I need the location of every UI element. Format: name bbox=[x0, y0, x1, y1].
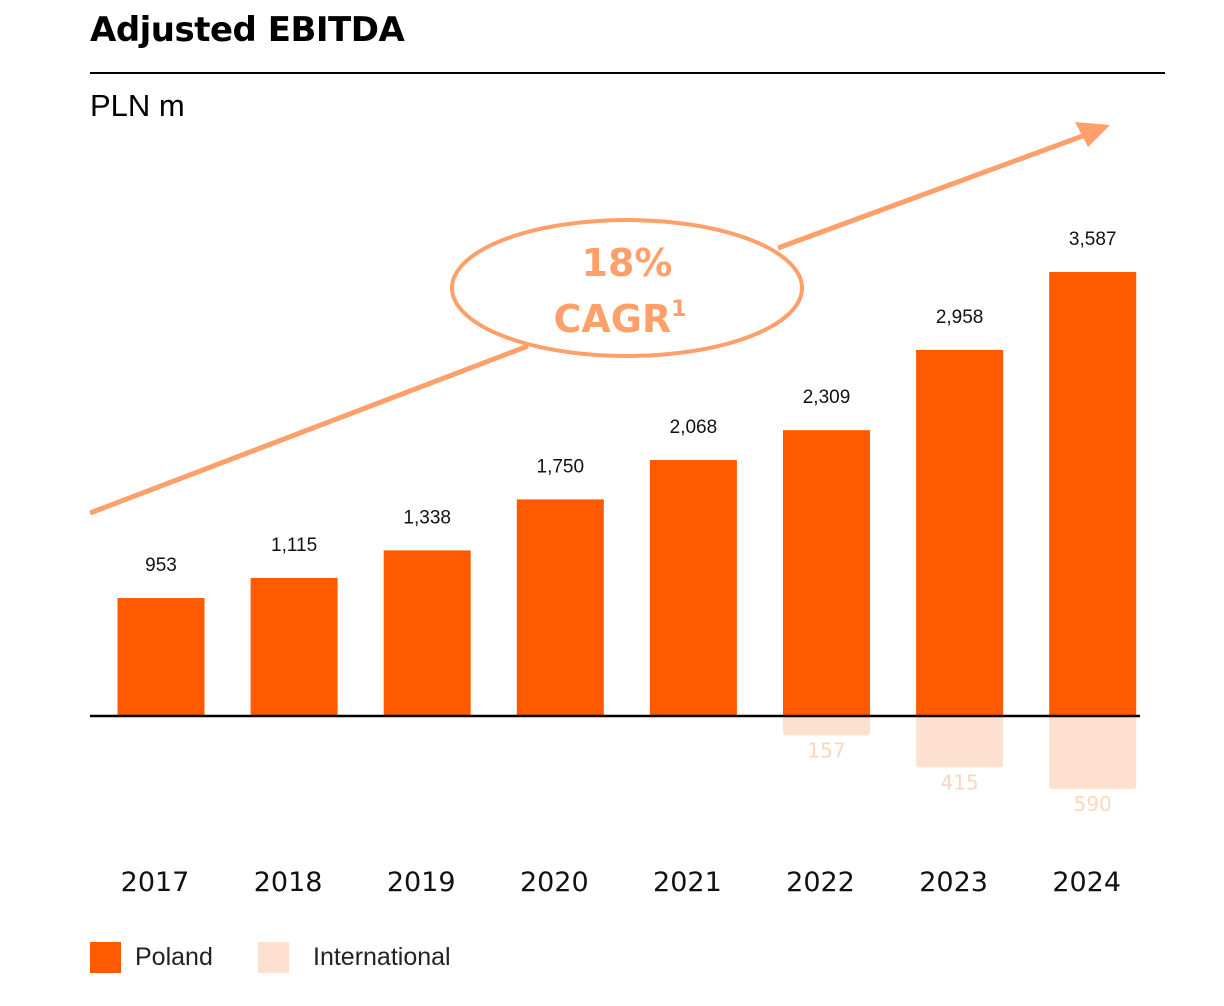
x-tick-label: 2017 bbox=[121, 867, 190, 898]
bar-poland bbox=[783, 430, 870, 716]
bar-poland bbox=[1049, 272, 1137, 716]
bar-poland bbox=[250, 577, 338, 716]
data-label-international: 415 bbox=[941, 770, 979, 794]
x-tick-label: 2022 bbox=[786, 867, 855, 898]
cagr-label: CAGR bbox=[553, 297, 671, 341]
x-tick-label: 2019 bbox=[387, 867, 456, 898]
data-label-poland: 2,309 bbox=[803, 387, 851, 408]
data-label-poland: 953 bbox=[145, 555, 177, 576]
bar-international bbox=[783, 716, 870, 736]
data-label-poland: 1,115 bbox=[271, 535, 317, 556]
legend-label: International bbox=[313, 943, 451, 971]
cagr-arrow bbox=[89, 122, 1110, 516]
bar-international bbox=[1049, 716, 1137, 790]
bar-poland bbox=[516, 499, 604, 716]
bar-poland bbox=[649, 460, 737, 716]
unit-label: PLN m bbox=[90, 88, 185, 123]
chart-title: Adjusted EBITDA bbox=[90, 10, 405, 50]
legend-label: Poland bbox=[135, 943, 213, 971]
bar-international bbox=[916, 716, 1004, 768]
bar-poland bbox=[383, 550, 471, 716]
cagr-footnote: 1 bbox=[671, 297, 686, 322]
x-tick-label: 2023 bbox=[919, 867, 988, 898]
legend-swatch-international bbox=[258, 942, 289, 973]
x-tick-label: 2020 bbox=[520, 867, 589, 898]
cagr-value: 18% bbox=[582, 241, 673, 285]
legend-swatch-poland bbox=[90, 942, 121, 973]
data-label-international: 590 bbox=[1074, 792, 1112, 816]
x-tick-label: 2024 bbox=[1052, 867, 1121, 898]
x-tick-label: 2018 bbox=[254, 867, 323, 898]
legend-item-international: International bbox=[258, 942, 451, 973]
bar-poland bbox=[117, 598, 205, 716]
data-label-poland: 1,750 bbox=[537, 456, 585, 477]
title-divider bbox=[90, 72, 1165, 74]
cagr-ellipse bbox=[450, 218, 804, 358]
x-tick-label: 2021 bbox=[653, 867, 722, 898]
bar-poland bbox=[916, 349, 1004, 716]
data-label-international: 157 bbox=[807, 738, 845, 762]
data-label-poland: 1,338 bbox=[403, 507, 451, 528]
legend-item-poland: Poland bbox=[90, 942, 213, 973]
data-label-poland: 2,958 bbox=[936, 307, 984, 328]
data-label-poland: 3,587 bbox=[1069, 229, 1117, 250]
data-label-poland: 2,068 bbox=[670, 417, 718, 438]
cagr-label-group: CAGR1 bbox=[553, 297, 686, 341]
